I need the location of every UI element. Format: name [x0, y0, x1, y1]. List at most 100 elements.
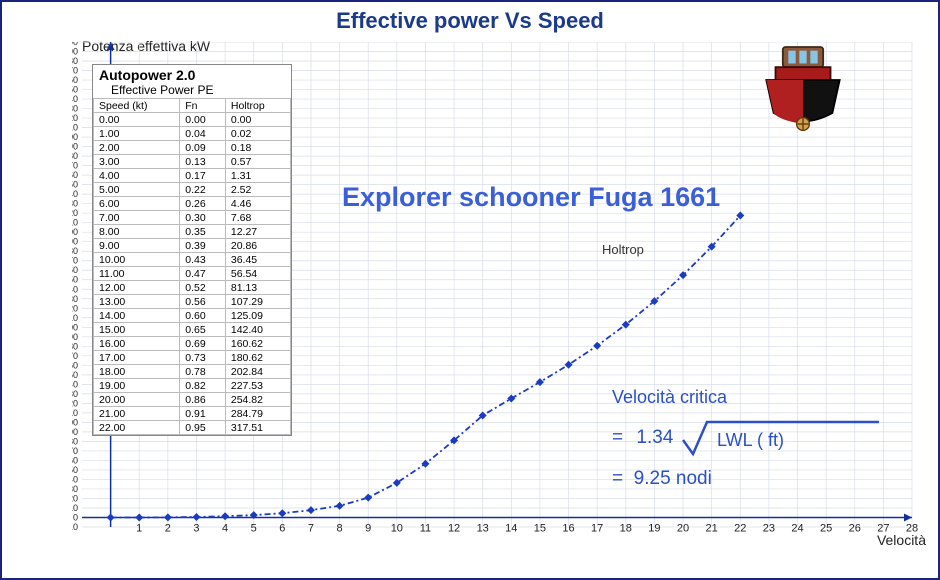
svg-text:340: 340	[72, 189, 78, 199]
table-cell: 142.40	[225, 323, 290, 337]
table-row: 16.000.69160.62	[94, 337, 291, 351]
table-cell: 0.82	[180, 379, 226, 393]
svg-text:380: 380	[72, 151, 78, 161]
table-row: 9.000.3920.86	[94, 239, 291, 253]
svg-text:110: 110	[72, 408, 78, 418]
table-cell: 0.69	[180, 337, 226, 351]
svg-text:390: 390	[72, 142, 78, 152]
table-cell: 0.39	[180, 239, 226, 253]
table-row: 17.000.73180.62	[94, 351, 291, 365]
svg-text:400: 400	[72, 132, 78, 142]
vcrit-coef: 1.34	[636, 427, 673, 449]
table-row: 7.000.307.68	[94, 211, 291, 225]
svg-text:26: 26	[849, 522, 861, 534]
table-cell: 4.46	[225, 197, 290, 211]
table-row: 1.000.040.02	[94, 127, 291, 141]
table-cell: 254.82	[225, 393, 290, 407]
table-row: 11.000.4756.54	[94, 267, 291, 281]
svg-text:18: 18	[620, 522, 632, 534]
table-cell: 0.56	[180, 295, 226, 309]
table-cell: 0.26	[180, 197, 226, 211]
svg-text:1: 1	[136, 522, 142, 534]
svg-text:360: 360	[72, 170, 78, 180]
svg-text:90: 90	[72, 427, 78, 437]
table-cell: 4.00	[94, 169, 180, 183]
table-cell: 1.31	[225, 169, 290, 183]
table-cell: 180.62	[225, 351, 290, 365]
svg-text:370: 370	[72, 161, 78, 171]
svg-text:12: 12	[448, 522, 460, 534]
table-row: 18.000.78202.84	[94, 365, 291, 379]
svg-text:14: 14	[505, 522, 517, 534]
table-row: 3.000.130.57	[94, 155, 291, 169]
svg-text:150: 150	[72, 370, 78, 380]
table-row: 21.000.91284.79	[94, 407, 291, 421]
table-cell: 22.00	[94, 421, 180, 435]
svg-text:23: 23	[763, 522, 775, 534]
table-cell: 9.00	[94, 239, 180, 253]
svg-text:10: 10	[391, 522, 403, 534]
table-cell: 0.57	[225, 155, 290, 169]
table-cell: 0.52	[180, 281, 226, 295]
table-cell: 0.60	[180, 309, 226, 323]
svg-text:430: 430	[72, 104, 78, 114]
table-cell: 16.00	[94, 337, 180, 351]
table-cell: 12.27	[225, 225, 290, 239]
svg-text:20: 20	[677, 522, 689, 534]
svg-text:6: 6	[279, 522, 285, 534]
svg-text:50: 50	[72, 465, 78, 475]
svg-text:80: 80	[72, 436, 78, 446]
svg-text:270: 270	[72, 256, 78, 266]
table-row: 8.000.3512.27	[94, 225, 291, 239]
table-cell: 0.04	[180, 127, 226, 141]
table-cell: 13.00	[94, 295, 180, 309]
table-cell: 0.35	[180, 225, 226, 239]
table-cell: 0.13	[180, 155, 226, 169]
table-cell: 284.79	[225, 407, 290, 421]
table-cell: 0.00	[225, 113, 290, 127]
svg-text:25: 25	[820, 522, 832, 534]
table-cell: 6.00	[94, 197, 180, 211]
svg-text:300: 300	[72, 227, 78, 237]
svg-text:320: 320	[72, 208, 78, 218]
svg-text:330: 330	[72, 199, 78, 209]
table-cell: 0.91	[180, 407, 226, 421]
svg-text:260: 260	[72, 265, 78, 275]
svg-text:9: 9	[365, 522, 371, 534]
table-cell: 202.84	[225, 365, 290, 379]
svg-text:-10: -10	[72, 522, 78, 532]
table-cell: 10.00	[94, 253, 180, 267]
table-col-header: Holtrop	[225, 99, 290, 113]
svg-text:3: 3	[193, 522, 199, 534]
svg-text:500: 500	[72, 42, 78, 47]
svg-text:140: 140	[72, 379, 78, 389]
table-cell: 7.68	[225, 211, 290, 225]
svg-text:60: 60	[72, 455, 78, 465]
table-row: 15.000.65142.40	[94, 323, 291, 337]
svg-text:230: 230	[72, 294, 78, 304]
svg-text:100: 100	[72, 417, 78, 427]
svg-text:30: 30	[72, 484, 78, 494]
chart-frame: Effective power Vs Speed Potenza effetti…	[0, 0, 940, 580]
table-cell: 0.86	[180, 393, 226, 407]
table-cell: 1.00	[94, 127, 180, 141]
table-cell: 107.29	[225, 295, 290, 309]
table-cell: 56.54	[225, 267, 290, 281]
svg-text:420: 420	[72, 113, 78, 123]
table-cell: 8.00	[94, 225, 180, 239]
table-cell: 0.17	[180, 169, 226, 183]
table-cell: 0.95	[180, 421, 226, 435]
svg-text:70: 70	[72, 446, 78, 456]
svg-text:490: 490	[72, 47, 78, 57]
table-row: 20.000.86254.82	[94, 393, 291, 407]
table-cell: 0.43	[180, 253, 226, 267]
svg-text:190: 190	[72, 332, 78, 342]
data-table: Autopower 2.0 Effective Power PE Speed (…	[92, 64, 292, 436]
svg-text:19: 19	[648, 522, 660, 534]
table-cell: 21.00	[94, 407, 180, 421]
svg-text:250: 250	[72, 275, 78, 285]
svg-text:20: 20	[72, 493, 78, 503]
table-cell: 0.22	[180, 183, 226, 197]
svg-text:160: 160	[72, 360, 78, 370]
table-row: 2.000.090.18	[94, 141, 291, 155]
